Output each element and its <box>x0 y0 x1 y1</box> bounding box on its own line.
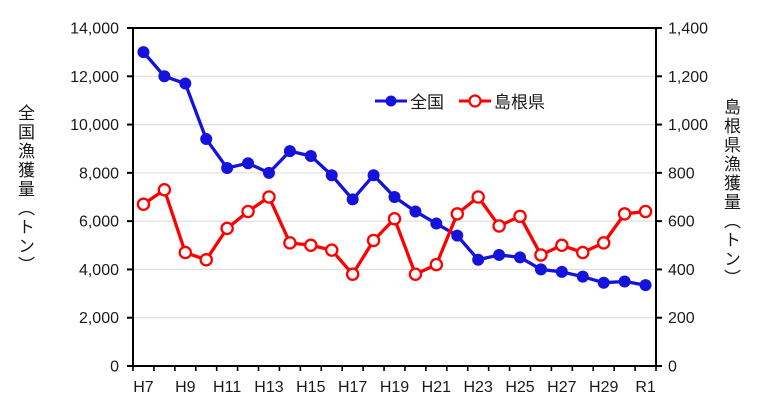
series-marker-national <box>451 229 464 242</box>
x-axis-tick-label: R1 <box>635 379 656 396</box>
series-marker-shimane <box>157 183 172 197</box>
x-axis-tick-label: H13 <box>254 379 283 396</box>
series-marker-national <box>262 166 275 179</box>
series-marker-national <box>221 162 234 175</box>
series-marker-shimane <box>429 257 444 272</box>
series-marker-national <box>472 253 485 266</box>
right-axis-tick-label: 0 <box>668 359 677 376</box>
series-marker-national <box>555 265 568 278</box>
series-marker-shimane <box>366 233 381 248</box>
series-marker-shimane <box>304 238 318 253</box>
x-axis-tick-label: H29 <box>589 379 618 396</box>
series-marker-shimane <box>450 207 465 221</box>
series-marker-national <box>639 279 652 292</box>
series-marker-shimane <box>596 236 611 250</box>
left-axis-tick-label: 14,000 <box>70 21 119 38</box>
series-marker-shimane <box>576 245 590 260</box>
series-marker-national <box>618 275 631 288</box>
x-axis-tick-label: H23 <box>464 379 493 396</box>
legend-label-shimane: 島根県 <box>494 93 545 112</box>
x-axis-tick-label: H17 <box>338 379 367 396</box>
series-marker-shimane <box>387 211 402 226</box>
series-marker-national <box>493 248 506 261</box>
series-marker-national <box>367 169 380 182</box>
series-marker-shimane <box>345 267 360 282</box>
series-marker-national <box>325 169 338 182</box>
left-axis-tick-label: 2,000 <box>79 310 119 327</box>
right-axis-tick-label: 400 <box>668 262 695 279</box>
series-marker-national <box>346 193 359 206</box>
left-axis-title: 全国漁獲量（トン） <box>15 104 34 275</box>
legend: 全国 島根県 <box>374 88 545 113</box>
series-marker-national <box>242 157 255 170</box>
right-axis-tick-label: 600 <box>668 214 695 231</box>
series-marker-national <box>388 191 401 203</box>
series-marker-shimane <box>178 245 193 260</box>
shimane-series-swatch-icon <box>459 93 491 108</box>
series-marker-national <box>137 46 150 59</box>
x-axis-tick-label: H19 <box>380 379 409 396</box>
series-marker-shimane <box>555 238 569 253</box>
left-axis-tick-label: 8,000 <box>79 165 119 182</box>
series-marker-national <box>576 270 589 283</box>
series-marker-shimane <box>324 243 339 257</box>
legend-item-national: 全国 <box>374 88 444 113</box>
series-marker-shimane <box>408 267 423 282</box>
series-marker-shimane <box>617 207 632 221</box>
series-marker-shimane <box>241 204 255 219</box>
right-axis-tick-label: 1,400 <box>668 21 708 38</box>
series-marker-shimane <box>492 219 506 233</box>
series-marker-shimane <box>199 253 213 267</box>
series-marker-shimane <box>262 190 276 204</box>
right-axis-tick-label: 1,000 <box>668 117 708 134</box>
x-axis-tick-label: H7 <box>133 379 154 396</box>
legend-label-national: 全国 <box>410 93 444 112</box>
left-axis-tick-label: 0 <box>110 359 119 376</box>
left-axis-tick-label: 10,000 <box>70 117 119 134</box>
series-marker-shimane <box>513 209 527 224</box>
series-marker-shimane <box>283 236 297 250</box>
x-axis-tick-label: H27 <box>547 379 576 396</box>
national-series-swatch-icon <box>375 95 407 106</box>
right-axis-tick-label: 800 <box>668 165 695 182</box>
left-axis-tick-label: 12,000 <box>70 69 119 86</box>
series-marker-shimane <box>471 190 485 204</box>
series-marker-shimane <box>136 197 151 211</box>
plot-border <box>132 27 657 367</box>
series-marker-national <box>304 149 317 162</box>
series-marker-national <box>534 263 547 276</box>
x-axis-tick-label: H9 <box>175 379 196 396</box>
series-marker-shimane <box>638 204 653 219</box>
right-axis-tick-label: 200 <box>668 310 695 327</box>
series-marker-national <box>200 133 213 146</box>
left-axis-tick-label: 6,000 <box>79 214 119 231</box>
series-marker-shimane <box>220 221 234 236</box>
series-marker-national <box>283 145 296 158</box>
right-axis-tick-label: 1,200 <box>668 69 708 86</box>
series-marker-shimane <box>534 248 548 262</box>
right-axis-title: 島根県漁獲量（トン） <box>721 98 740 288</box>
legend-item-shimane: 島根県 <box>458 88 545 113</box>
x-axis-tick-label: H25 <box>505 379 534 396</box>
series-marker-national <box>158 70 171 83</box>
series-marker-national <box>514 251 527 264</box>
series-marker-national <box>430 217 443 230</box>
x-axis-tick-label: H15 <box>296 379 325 396</box>
x-axis-tick-label: H11 <box>213 379 241 396</box>
series-marker-national <box>409 205 422 218</box>
series-marker-national <box>597 276 610 289</box>
series-marker-national <box>179 77 192 90</box>
x-axis-tick-label: H21 <box>422 379 451 396</box>
left-axis-tick-label: 4,000 <box>79 262 119 279</box>
